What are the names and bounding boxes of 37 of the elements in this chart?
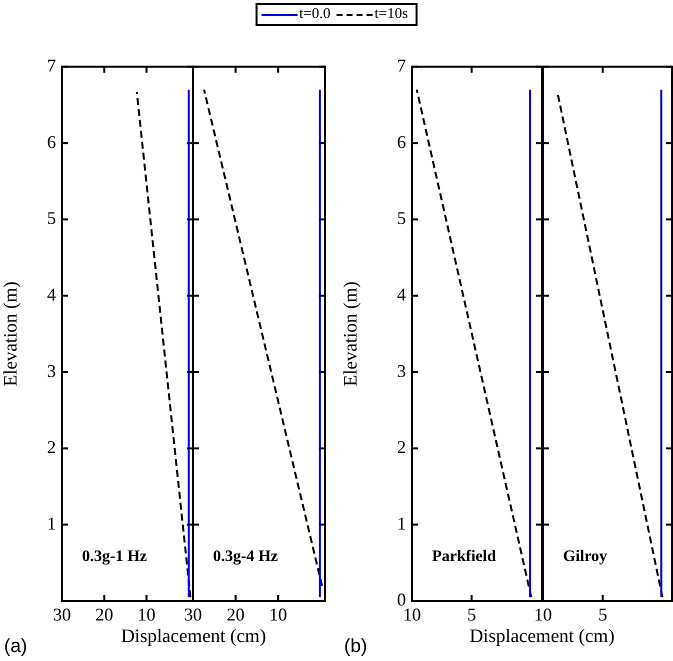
annotation: 0.3g-4 Hz [213,548,278,565]
text: (b) [344,636,368,658]
annotation: Gilroy [563,548,608,565]
text: (a) [4,636,28,658]
x-tick-label: 10 [403,604,421,625]
y-tick-label: 6 [47,132,56,152]
x-tick-label: 10 [534,604,552,625]
y-tick-label: 3 [397,360,406,381]
x-tick-label: 10 [269,604,288,625]
x-tick-label: 30 [53,604,71,625]
y-tick-label: 2 [47,437,56,458]
y-tick-label: 2 [397,437,406,458]
y-axis-title: Elevation (m) [340,281,362,386]
y-tick-label: 0 [397,590,406,610]
legend-label: t=10s [374,6,408,23]
x-tick-label: 20 [95,604,114,625]
x-tick-label: 5 [598,604,608,625]
annotation: 0.3g-1 Hz [82,548,147,565]
y-tick-label: 6 [397,132,406,152]
legend-label: t=0.0 [299,6,330,23]
y-tick-label: 3 [47,360,56,381]
x-axis-title: Displacement (cm) [120,626,266,648]
y-axis-title: Elevation (m) [0,281,22,386]
y-tick-label: 7 [47,56,56,76]
x-axis-title: Displacement (cm) [469,626,615,648]
y-tick-label: 1 [397,513,406,534]
x-tick-label: 10 [138,604,156,625]
x-tick-label: 5 [467,604,476,625]
x-tick-label: 30 [184,604,202,625]
y-tick-label: 1 [47,513,56,534]
y-tick-label: 4 [397,284,406,304]
annotation: Parkfield [432,548,496,565]
x-tick-label: 20 [226,604,245,625]
y-tick-label: 7 [397,56,406,76]
y-tick-label: 5 [397,208,406,228]
y-tick-label: 5 [47,208,56,228]
y-tick-label: 4 [47,284,56,304]
